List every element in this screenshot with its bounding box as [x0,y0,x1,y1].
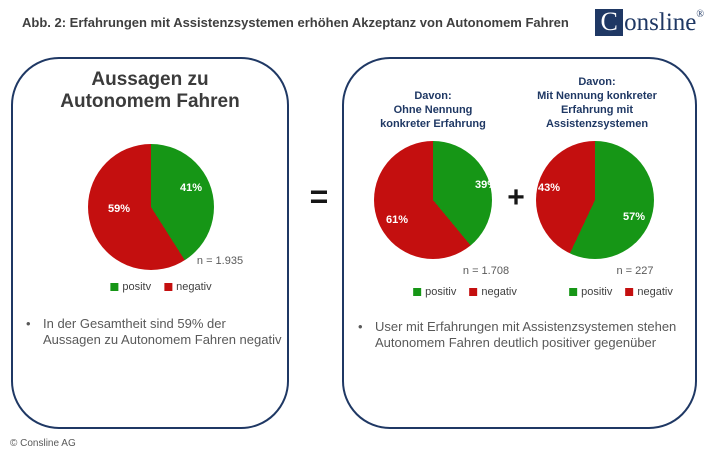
negative-legend-swatch-icon [469,288,478,296]
chart1-header-line2: Ohne Nennung [393,104,473,116]
no-experience-sample-size-label: n = 1.708 [462,265,510,277]
no-experience-positive-slice-label: 39% [474,179,498,191]
chart1-header-line1: Davon: [414,90,452,102]
with-experience-sample-size-label: n = 227 [616,265,654,277]
chart2-header-line4: Assistenzsystemen [545,118,649,130]
positive-legend-swatch-icon [569,288,578,296]
copyright: © Consline AG [10,438,76,449]
with-experience-positive-slice-label: 57% [622,211,646,223]
consline-logo-c-mark: C [595,9,624,36]
split-bullet: • User mit Erfahrungen mit Assistenzsyst… [358,319,695,351]
with-experience-negative-slice-label: 43% [537,182,561,194]
negative-legend-swatch-icon [625,288,634,296]
overall-negative-slice-label: 59% [107,203,131,215]
overall-sample-size-label: n = 1.935 [196,255,244,267]
chart1-header: Davon: Ohne Nennung konkreter Erfahrung [358,89,508,131]
consline-logo: C onsline ® [595,9,704,36]
registered-trademark-icon: ® [696,9,704,20]
no-experience-legend-negative-label: negativ [481,286,517,298]
with-experience-legend-negative-label: negativ [637,286,673,298]
overall-legend-negative-label: negativ [176,281,212,293]
no-experience-legend: positiv negativ [413,286,517,298]
no-experience-negative-slice-label: 61% [385,214,409,226]
pie-chart-no-experience [374,141,492,259]
overall-bullet: • In der Gesamtheit sind 59% der Aussage… [26,316,283,348]
positive-legend-swatch-icon [110,283,119,291]
chart2-header: Davon: Mit Nennung konkreter Erfahrung m… [522,75,672,131]
overall-legend: positv negativ [110,281,212,293]
bullet-marker: • [358,319,363,334]
with-experience-legend-positive-label: positiv [581,286,613,298]
split-bullet-text: User mit Erfahrungen mit Assistenzsystem… [375,319,677,350]
bullet-marker: • [26,316,31,331]
with-experience-legend: positiv negativ [569,286,673,298]
positive-legend-swatch-icon [413,288,422,296]
overall-panel-title-line2: Autonomem Fahren [60,91,240,112]
split-panel: Davon: Ohne Nennung konkreter Erfahrung … [342,57,697,429]
pie-chart-with-experience [536,141,654,259]
overall-panel-title-line1: Aussagen zu [91,69,209,90]
overall-bullet-text: In der Gesamtheit sind 59% der Aussagen … [43,316,282,347]
pie-chart-overall [88,144,214,270]
overall-panel: Aussagen zu Autonomem Fahren 41% 59% n =… [11,57,289,429]
chart2-header-line3: Erfahrung mit [560,104,634,116]
no-experience-legend-positive-label: positiv [425,286,457,298]
chart2-header-line2: Mit Nennung konkreter [537,90,657,102]
chart1-header-line3: konkreter Erfahrung [380,118,486,130]
overall-positive-slice-label: 41% [179,182,203,194]
plus-sign: + [507,181,525,214]
chart2-header-line1: Davon: [578,76,616,88]
overall-panel-title: Aussagen zu Autonomem Fahren [13,69,287,113]
equals-sign: = [309,178,329,215]
overall-legend-positive-label: positv [122,281,152,293]
consline-logo-text: onsline [624,9,697,36]
negative-legend-swatch-icon [164,283,173,291]
figure-title: Abb. 2: Erfahrungen mit Assistenzsysteme… [22,15,569,30]
